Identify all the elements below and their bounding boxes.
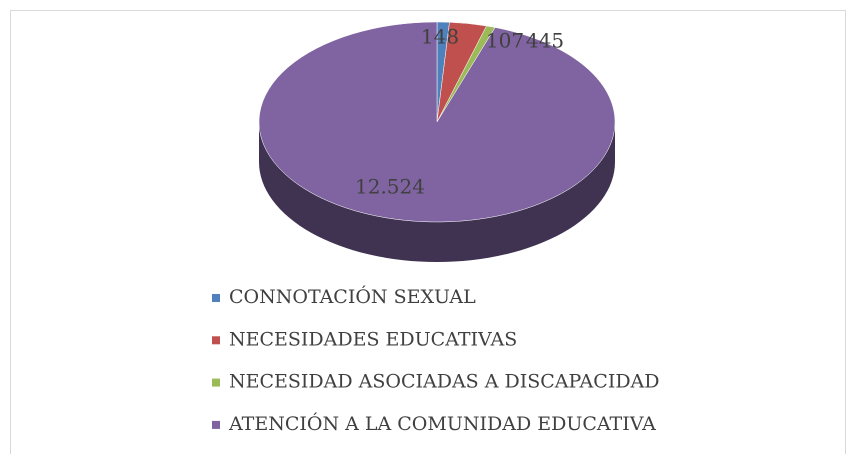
legend-label: NECESIDAD ASOCIADAS A DISCAPACIDAD <box>229 371 660 393</box>
legend-label: CONNOTACIÓN SEXUAL <box>229 285 476 308</box>
legend-label: ATENCIÓN A LA COMUNIDAD EDUCATIVA <box>228 412 656 435</box>
slice-side <box>259 122 615 262</box>
data-label: 148 <box>421 25 459 49</box>
legend-marker <box>212 336 220 345</box>
data-label: 12.524 <box>355 175 425 199</box>
legend-marker <box>212 294 220 302</box>
legend-marker <box>212 378 220 387</box>
data-label: 445 <box>526 29 564 53</box>
legend-marker <box>212 420 220 429</box>
legend-label: NECESIDADES EDUCATIVAS <box>229 328 517 350</box>
slice <box>258 21 616 223</box>
data-label: 107 <box>486 29 524 53</box>
